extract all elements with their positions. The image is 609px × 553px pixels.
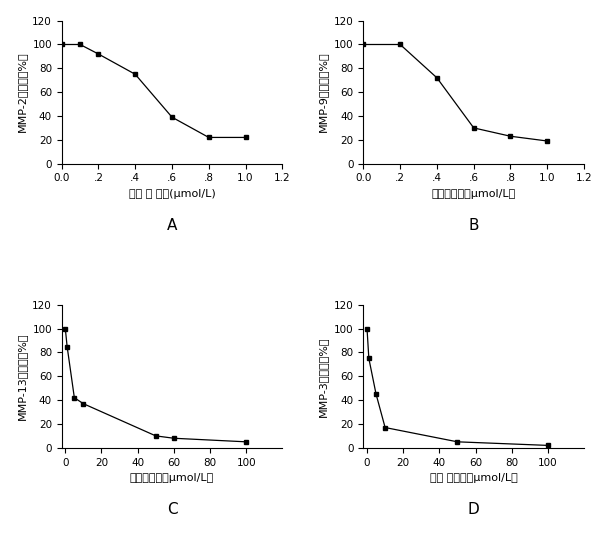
X-axis label: 单体 的浓度（μmol/L）: 单体 的浓度（μmol/L） bbox=[430, 473, 518, 483]
X-axis label: 单体 的 浓度(μmol/L): 单体 的 浓度(μmol/L) bbox=[128, 189, 216, 199]
X-axis label: 单体的浓度（μmol/L）: 单体的浓度（μmol/L） bbox=[432, 189, 516, 199]
Text: D: D bbox=[468, 502, 480, 517]
X-axis label: 单体的浓度（μmol/L）: 单体的浓度（μmol/L） bbox=[130, 473, 214, 483]
Text: B: B bbox=[468, 218, 479, 233]
Y-axis label: MMP-13的活力（%）: MMP-13的活力（%） bbox=[16, 332, 27, 420]
Y-axis label: MMP-3的活力（%）: MMP-3的活力（%） bbox=[319, 336, 328, 416]
Text: C: C bbox=[167, 502, 177, 517]
Y-axis label: MMP-2的活力（%）: MMP-2的活力（%） bbox=[16, 52, 27, 133]
Y-axis label: MMP-9的活力（%）: MMP-9的活力（%） bbox=[319, 52, 328, 133]
Text: A: A bbox=[167, 218, 177, 233]
